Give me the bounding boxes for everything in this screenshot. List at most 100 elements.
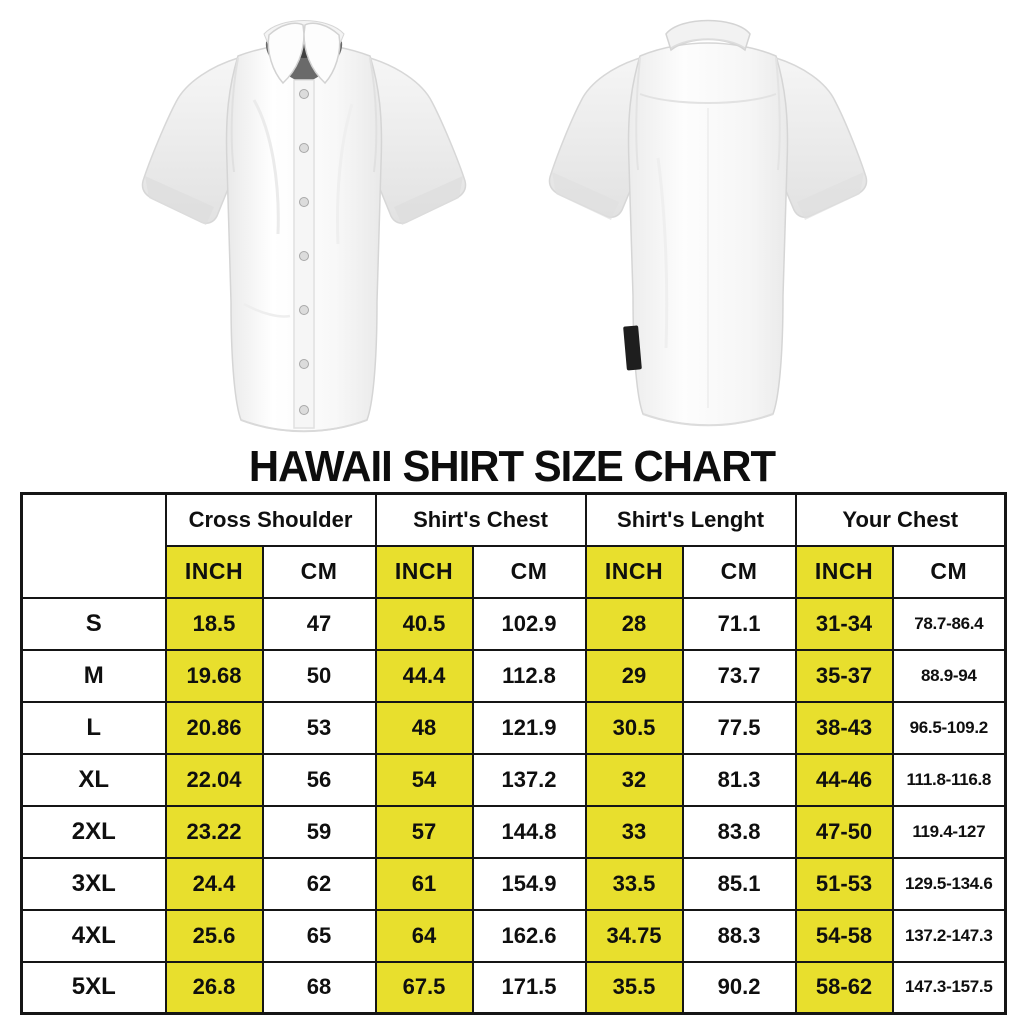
cell-your-chest-inch: 58-62 bbox=[794, 960, 894, 1015]
size-label: XL bbox=[20, 752, 167, 807]
size-chart-table: Cross Shoulder Shirt's Chest Shirt's Len… bbox=[20, 492, 1008, 1015]
cell-your-chest-cm: 111.8-116.8 bbox=[891, 752, 1007, 807]
table-row-4xl: 4XL 25.6 65 64 162.6 34.75 88.3 54-58 13… bbox=[20, 908, 1007, 963]
cell-shirts-chest-inch: 64 bbox=[374, 908, 474, 963]
unit-header-inch: INCH bbox=[584, 544, 684, 599]
col-group-your-chest: Your Chest bbox=[794, 492, 1007, 547]
back-shirt-image bbox=[540, 8, 876, 436]
cell-cross-shoulder-cm: 62 bbox=[261, 856, 377, 911]
cell-cross-shoulder-inch: 22.04 bbox=[164, 752, 264, 807]
cell-cross-shoulder-cm: 50 bbox=[261, 648, 377, 703]
cell-shirts-length-cm: 85.1 bbox=[681, 856, 797, 911]
cell-shirts-chest-cm: 112.8 bbox=[471, 648, 587, 703]
title-bar: HAWAII SHIRT SIZE CHART bbox=[0, 442, 1024, 492]
cell-your-chest-cm: 78.7-86.4 bbox=[891, 596, 1007, 651]
unit-header-cm: CM bbox=[681, 544, 797, 599]
unit-header-inch: INCH bbox=[794, 544, 894, 599]
size-label: 4XL bbox=[20, 908, 167, 963]
cell-shirts-chest-cm: 154.9 bbox=[471, 856, 587, 911]
cell-your-chest-inch: 38-43 bbox=[794, 700, 894, 755]
cell-cross-shoulder-inch: 24.4 bbox=[164, 856, 264, 911]
cell-your-chest-cm: 129.5-134.6 bbox=[891, 856, 1007, 911]
back-shirt-shading bbox=[635, 57, 781, 427]
cell-cross-shoulder-inch: 25.6 bbox=[164, 908, 264, 963]
cell-shirts-chest-cm: 144.8 bbox=[471, 804, 587, 859]
size-label: 2XL bbox=[20, 804, 167, 859]
col-group-shirts-chest: Shirt's Chest bbox=[374, 492, 587, 547]
back-shirt-svg bbox=[548, 19, 868, 427]
table-row-5xl: 5XL 26.8 68 67.5 171.5 35.5 90.2 58-62 1… bbox=[20, 960, 1007, 1015]
front-shirt-image bbox=[132, 4, 476, 444]
cell-shirts-chest-inch: 48 bbox=[374, 700, 474, 755]
cell-shirts-length-inch: 34.75 bbox=[584, 908, 684, 963]
cell-your-chest-inch: 47-50 bbox=[794, 804, 894, 859]
size-label: S bbox=[20, 596, 167, 651]
size-label: L bbox=[20, 700, 167, 755]
table-row-m: M 19.68 50 44.4 112.8 29 73.7 35-37 88.9… bbox=[20, 648, 1007, 703]
cell-shirts-length-cm: 71.1 bbox=[681, 596, 797, 651]
cell-shirts-chest-inch: 54 bbox=[374, 752, 474, 807]
back-shirt-tag bbox=[623, 325, 642, 371]
cell-your-chest-cm: 137.2-147.3 bbox=[891, 908, 1007, 963]
cell-cross-shoulder-inch: 23.22 bbox=[164, 804, 264, 859]
cell-your-chest-cm: 88.9-94 bbox=[891, 648, 1007, 703]
cell-shirts-chest-inch: 61 bbox=[374, 856, 474, 911]
cell-cross-shoulder-cm: 65 bbox=[261, 908, 377, 963]
front-shirt-buttons bbox=[299, 89, 309, 415]
cell-shirts-length-cm: 81.3 bbox=[681, 752, 797, 807]
page-title: HAWAII SHIRT SIZE CHART bbox=[248, 442, 776, 491]
group-header-row: Cross Shoulder Shirt's Chest Shirt's Len… bbox=[20, 492, 1007, 599]
cell-your-chest-inch: 31-34 bbox=[794, 596, 894, 651]
table-row-2xl: 2XL 23.22 59 57 144.8 33 83.8 47-50 119.… bbox=[20, 804, 1007, 859]
cell-cross-shoulder-inch: 20.86 bbox=[164, 700, 264, 755]
front-shirt-sleeves bbox=[141, 56, 467, 225]
cell-shirts-chest-cm: 162.6 bbox=[471, 908, 587, 963]
unit-header-cm: CM bbox=[891, 544, 1007, 599]
cell-shirts-length-inch: 32 bbox=[584, 752, 684, 807]
table-row-xl: XL 22.04 56 54 137.2 32 81.3 44-46 111.8… bbox=[20, 752, 1007, 807]
col-group-shirts-length: Shirt's Lenght bbox=[584, 492, 797, 547]
cell-shirts-chest-inch: 67.5 bbox=[374, 960, 474, 1015]
cell-cross-shoulder-cm: 56 bbox=[261, 752, 377, 807]
corner-cell bbox=[20, 492, 167, 599]
cell-cross-shoulder-inch: 26.8 bbox=[164, 960, 264, 1015]
cell-cross-shoulder-inch: 19.68 bbox=[164, 648, 264, 703]
size-label: 5XL bbox=[20, 960, 167, 1015]
col-group-cross-shoulder: Cross Shoulder bbox=[164, 492, 377, 547]
front-shirt-shading bbox=[230, 57, 378, 433]
unit-header-inch: INCH bbox=[164, 544, 264, 599]
size-label: M bbox=[20, 648, 167, 703]
back-shirt-sleeves bbox=[548, 56, 868, 220]
cell-shirts-chest-inch: 57 bbox=[374, 804, 474, 859]
cell-your-chest-cm: 147.3-157.5 bbox=[891, 960, 1007, 1015]
cell-shirts-length-cm: 83.8 bbox=[681, 804, 797, 859]
unit-header-cm: CM bbox=[261, 544, 377, 599]
cell-cross-shoulder-cm: 53 bbox=[261, 700, 377, 755]
cell-shirts-length-cm: 88.3 bbox=[681, 908, 797, 963]
cell-shirts-length-cm: 77.5 bbox=[681, 700, 797, 755]
cell-shirts-length-cm: 73.7 bbox=[681, 648, 797, 703]
table-row-l: L 20.86 53 48 121.9 30.5 77.5 38-43 96.5… bbox=[20, 700, 1007, 755]
cell-your-chest-inch: 54-58 bbox=[794, 908, 894, 963]
unit-header-cm: CM bbox=[471, 544, 587, 599]
cell-shirts-length-inch: 33.5 bbox=[584, 856, 684, 911]
back-shirt-collar bbox=[665, 19, 751, 52]
cell-shirts-length-cm: 90.2 bbox=[681, 960, 797, 1015]
cell-shirts-length-inch: 35.5 bbox=[584, 960, 684, 1015]
cell-your-chest-inch: 44-46 bbox=[794, 752, 894, 807]
cell-your-chest-cm: 119.4-127 bbox=[891, 804, 1007, 859]
cell-shirts-length-inch: 28 bbox=[584, 596, 684, 651]
size-label: 3XL bbox=[20, 856, 167, 911]
table-row-s: S 18.5 47 40.5 102.9 28 71.1 31-34 78.7-… bbox=[20, 596, 1007, 651]
cell-cross-shoulder-cm: 59 bbox=[261, 804, 377, 859]
unit-header-inch: INCH bbox=[374, 544, 474, 599]
front-shirt-svg bbox=[141, 20, 467, 433]
cell-shirts-length-inch: 30.5 bbox=[584, 700, 684, 755]
cell-your-chest-inch: 35-37 bbox=[794, 648, 894, 703]
cell-your-chest-cm: 96.5-109.2 bbox=[891, 700, 1007, 755]
cell-shirts-chest-cm: 171.5 bbox=[471, 960, 587, 1015]
cell-cross-shoulder-cm: 68 bbox=[261, 960, 377, 1015]
unit-header-row: INCH CM INCH CM INCH CM INCH CM bbox=[22, 544, 1007, 599]
cell-cross-shoulder-inch: 18.5 bbox=[164, 596, 264, 651]
cell-shirts-length-inch: 29 bbox=[584, 648, 684, 703]
